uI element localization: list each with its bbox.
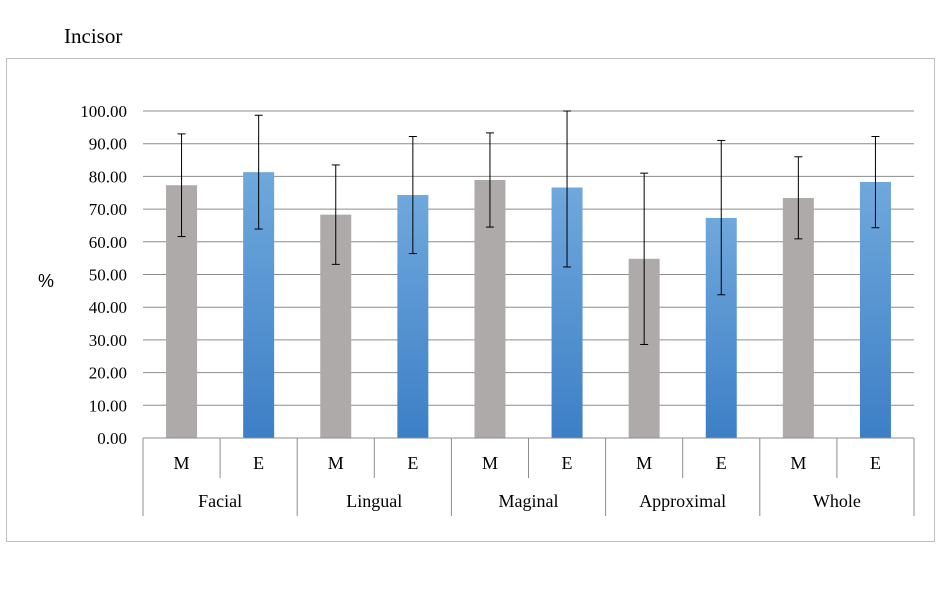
y-tick-label: 50.00	[89, 266, 127, 285]
y-tick-label: 80.00	[89, 167, 127, 186]
y-tick-label: 10.00	[89, 396, 127, 415]
subcategory-label: E	[253, 453, 264, 473]
group-label: Maginal	[499, 491, 559, 511]
group-label: Facial	[198, 491, 242, 511]
y-tick-label: 90.00	[89, 135, 127, 154]
subcategory-label: M	[790, 453, 806, 473]
error-bars	[177, 110, 880, 345]
subcategory-label: M	[636, 453, 652, 473]
group-label: Whole	[813, 491, 861, 511]
group-label: Approximal	[639, 491, 726, 511]
y-tick-label: 70.00	[89, 200, 127, 219]
y-tick-label: 20.00	[89, 364, 127, 383]
chart-frame	[6, 58, 935, 542]
y-tick-label: 40.00	[89, 298, 127, 317]
subcategory-label: E	[562, 453, 573, 473]
subcategory-label: M	[174, 453, 190, 473]
group-label: Lingual	[346, 491, 402, 511]
y-axis-label: %	[38, 271, 54, 291]
subcategory-label: E	[870, 453, 881, 473]
y-tick-label: 0.00	[97, 429, 127, 448]
subcategory-label: M	[482, 453, 498, 473]
subcategory-label: M	[328, 453, 344, 473]
y-tick-label: 30.00	[89, 331, 127, 350]
subcategory-label: E	[716, 453, 727, 473]
bars	[166, 172, 891, 439]
y-tick-label: 60.00	[89, 233, 127, 252]
subcategory-label: E	[407, 453, 418, 473]
chart-title: Incisor	[64, 24, 123, 48]
y-tick-label: 100.00	[80, 102, 127, 121]
y-tick-labels: 0.00 10.00 20.00 30.00 40.00 50.00 60.00 70.00 8…	[80, 102, 127, 448]
